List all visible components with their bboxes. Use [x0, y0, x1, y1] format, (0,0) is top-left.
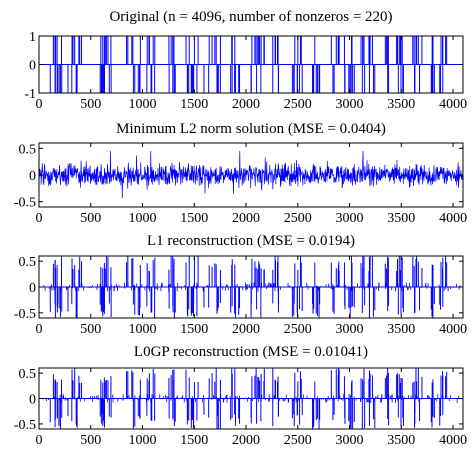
- x-tick-label: 3500: [387, 211, 415, 226]
- x-tick-label: 1000: [129, 97, 157, 112]
- y-tick-label: 0: [29, 281, 36, 296]
- series-line-2: [38, 150, 464, 198]
- x-tick-label: 2500: [284, 211, 312, 226]
- x-tick-label: 3000: [336, 97, 364, 112]
- x-tick-label: 1500: [180, 322, 208, 337]
- x-tick-label: 500: [80, 433, 101, 448]
- x-tick-label: 3000: [336, 322, 364, 337]
- x-tick-label: 2000: [232, 322, 260, 337]
- chart-panel-1: Original (n = 4096, number of nonzeros =…: [24, 9, 467, 112]
- chart-panel-4: L0GP reconstruction (MSE = 0.01041) 0 500 1…: [14, 344, 467, 448]
- x-tick-label: 500: [80, 97, 101, 112]
- y-tick-label: -0.5: [14, 196, 36, 211]
- x-tick-label: 1000: [129, 211, 157, 226]
- x-tick-label: 0: [36, 97, 43, 112]
- series-line-4: [39, 368, 463, 429]
- y-tick-label: 1: [29, 30, 36, 45]
- y-tick-label: -1: [24, 87, 36, 102]
- x-tick-label: 3500: [387, 433, 415, 448]
- chart-title-2: Minimum L2 norm solution (MSE = 0.0404): [116, 121, 386, 137]
- x-tick-label: 0: [36, 322, 43, 337]
- series-line-1: [39, 36, 463, 93]
- chart-title-1: Original (n = 4096, number of nonzeros =…: [109, 9, 392, 25]
- x-tick-label: 500: [80, 211, 101, 226]
- x-tick-label: 1000: [129, 433, 157, 448]
- x-tick-label: 4000: [439, 97, 467, 112]
- y-tick-label: 0.5: [19, 367, 37, 382]
- noise-trace: [38, 150, 464, 198]
- x-tick-label: 3500: [387, 97, 415, 112]
- x-tick-label: 1500: [180, 211, 208, 226]
- y-tick-label: 0: [29, 169, 36, 184]
- x-tick-label: 0: [36, 433, 43, 448]
- y-tick-label: 0.5: [19, 255, 37, 270]
- x-tick-label: 1000: [129, 322, 157, 337]
- x-tick-label: 3000: [336, 433, 364, 448]
- y-tick-label: -0.5: [14, 418, 36, 433]
- x-tick-label: 2000: [232, 97, 260, 112]
- x-tick-label: 2500: [284, 97, 312, 112]
- x-tick-label: 4000: [439, 433, 467, 448]
- x-tick-label: 4000: [439, 211, 467, 226]
- series-line-3: [39, 256, 463, 318]
- x-tick-label: 0: [36, 211, 43, 226]
- chart-panel-3: L1 reconstruction (MSE = 0.0194) 0 500 1000…: [14, 233, 467, 337]
- x-tick-label: 3500: [387, 322, 415, 337]
- y-tick-label: 0: [29, 393, 36, 408]
- x-tick-label: 2000: [232, 433, 260, 448]
- chart-title-4: L0GP reconstruction (MSE = 0.01041): [134, 344, 368, 360]
- x-tick-label: 3000: [336, 211, 364, 226]
- x-tick-label: 2500: [284, 433, 312, 448]
- chart-panel-2: Minimum L2 norm solution (MSE = 0.0404) 0…: [14, 121, 467, 226]
- x-tick-label: 1500: [180, 433, 208, 448]
- x-tick-label: 2500: [284, 322, 312, 337]
- x-tick-label: 500: [80, 322, 101, 337]
- chart-title-3: L1 reconstruction (MSE = 0.0194): [147, 233, 355, 249]
- x-tick-label: 1500: [180, 97, 208, 112]
- y-tick-label: -0.5: [14, 307, 36, 322]
- y-tick-label: 0: [29, 59, 36, 74]
- y-tick-label: 0.5: [19, 142, 37, 157]
- x-tick-label: 4000: [439, 322, 467, 337]
- x-tick-label: 2000: [232, 211, 260, 226]
